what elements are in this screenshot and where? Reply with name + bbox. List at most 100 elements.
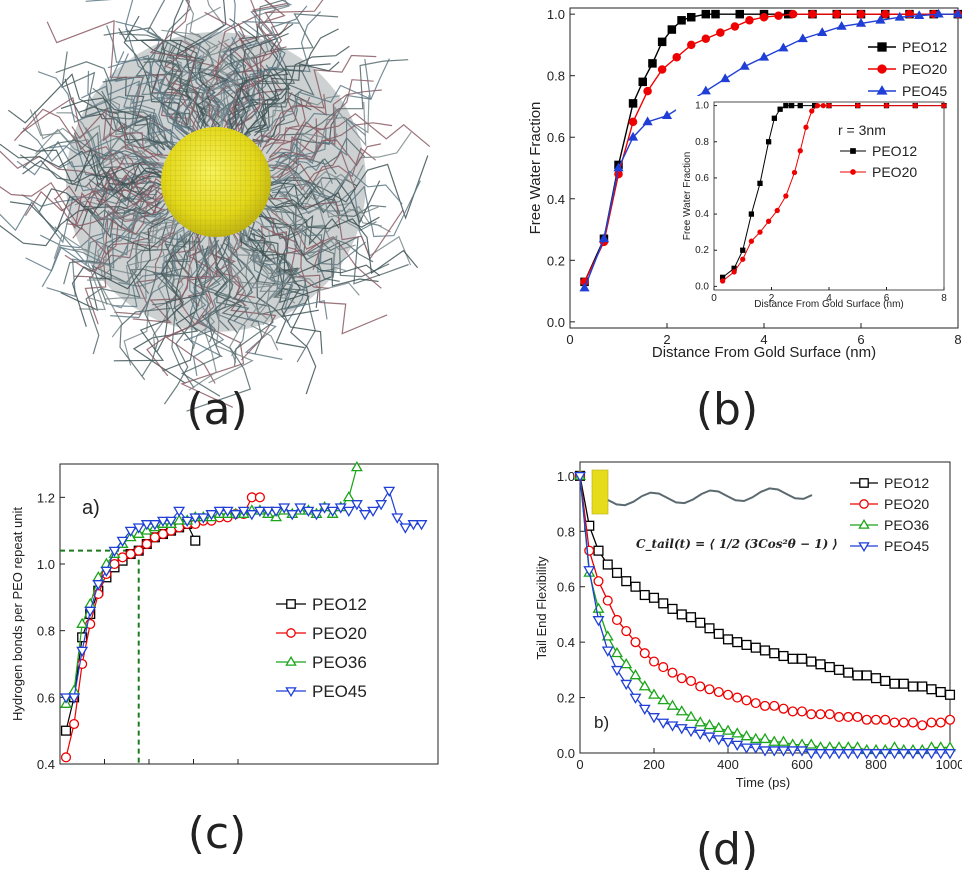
polymer-strand xyxy=(152,233,189,353)
chart-b-inset-point-PEO12-9 xyxy=(788,102,795,109)
polymer-strand xyxy=(110,230,190,319)
polymer-strand xyxy=(217,236,263,355)
chart-b-inset-xtick-label-2: 4 xyxy=(826,293,832,304)
polymer-strand xyxy=(274,204,419,275)
chart-d-point-PEO45-11 xyxy=(675,724,688,735)
chart-c-legend-marker-PEO20 xyxy=(286,628,296,638)
chart-b-point-PEO20-15 xyxy=(808,9,817,19)
polymer-strand xyxy=(163,245,209,405)
panel-a-nanoparticle xyxy=(0,0,431,412)
chart-b-xtick-label-3: 6 xyxy=(857,332,864,347)
chart-b-inset-point-PEO20-18 xyxy=(941,102,947,109)
chart-d-point-PEO45-18 xyxy=(740,743,753,754)
chart-b-point-PEO12-8 xyxy=(677,16,686,25)
chart-d-point-PEO12-13 xyxy=(695,617,706,628)
polymer-strand xyxy=(81,85,174,146)
chart-b-point-PEO45-5 xyxy=(661,110,673,120)
polymer-strand xyxy=(258,213,336,273)
chart-d-point-PEO20-39 xyxy=(935,717,946,728)
chart-b-xtick-label-2: 4 xyxy=(760,332,767,347)
chart-d-molecule-illustration xyxy=(591,469,813,515)
chart-d-point-PEO12-31 xyxy=(861,670,872,681)
chart-b-inset-ytick-label-0: 0.0 xyxy=(695,281,709,292)
chart-c-point-PEO45-3 xyxy=(84,606,97,618)
chart-c: 0.4 0.6 0.8 1.0 1.2 Hydrogen bonds per PEO r… xyxy=(10,460,439,772)
chart-b-inset-legend-label-PEO20: PEO20 xyxy=(872,164,917,180)
chart-d-point-PEO20-20 xyxy=(759,700,771,711)
chart-d-point-PEO20-1 xyxy=(584,545,595,556)
chart-c-series-PEO45-line xyxy=(66,489,422,698)
chart-b-point-PEO12-6 xyxy=(657,37,667,47)
polymer-strand xyxy=(257,211,381,277)
chart-d-point-PEO45-15 xyxy=(712,735,725,746)
chart-d-point-PEO36-4 xyxy=(611,646,623,658)
chart-d-point-PEO20-13 xyxy=(695,681,706,692)
chart-d-point-PEO45-20 xyxy=(759,746,771,757)
chart-d-xlabel: Time (ps) xyxy=(736,775,790,790)
polymer-strand xyxy=(37,71,163,156)
chart-c-legend: PEO12 PEO20 PEO36 PEO45 xyxy=(276,595,367,701)
chart-d-point-PEO20-9 xyxy=(658,662,669,673)
polymer-strand xyxy=(200,38,230,135)
chart-d-point-PEO36-8 xyxy=(648,688,660,699)
chart-b-point-PEO45-10 xyxy=(758,51,770,61)
polymer-strand xyxy=(270,164,364,202)
chart-b-ytick-label-0: 0.0 xyxy=(547,315,565,330)
polymer-strand xyxy=(241,221,309,294)
chart-b-inset-point-PEO20-6 xyxy=(774,207,780,214)
polymer-strand xyxy=(255,58,372,151)
polymer-strand xyxy=(24,189,170,220)
chart-d-xtick-label-2: 400 xyxy=(717,757,739,772)
polymer-strand xyxy=(71,211,182,327)
chart-d-point-PEO20-36 xyxy=(907,717,919,728)
chart-d-point-PEO36-7 xyxy=(638,680,651,691)
chart-d-point-PEO36-3 xyxy=(601,630,614,641)
chart-c-point-PEO45-31 xyxy=(310,510,323,521)
chart-b-inset-legend-marker-PEO12 xyxy=(850,148,856,154)
polymer-strand xyxy=(235,5,308,124)
chart-c-point-PEO45-4 xyxy=(92,580,105,591)
chart-d-point-PEO45-3 xyxy=(601,646,614,657)
chart-b-inset-point-PEO20-11 xyxy=(809,108,815,114)
polymer-strand xyxy=(251,232,320,308)
chart-d-point-PEO36-5 xyxy=(620,657,633,669)
polymer-strand xyxy=(74,146,169,192)
chart-b-inset-point-PEO12-8 xyxy=(783,102,789,109)
chart-b-point-PEO45-2 xyxy=(613,162,624,172)
chart-d-legend-marker-PEO12 xyxy=(859,478,869,488)
chart-d-equation: C_tail(t) = ⟨ 1/2 (3Cos²θ − 1) ⟩ xyxy=(636,537,838,552)
chart-c-ytick-label-4: 1.2 xyxy=(37,490,55,505)
chart-d-point-PEO45-2 xyxy=(592,616,605,627)
chart-c-point-PEO45-25 xyxy=(262,506,274,518)
polymer-strand xyxy=(263,217,325,270)
polymer-strand xyxy=(269,180,421,238)
chart-b-inset-point-PEO12-3 xyxy=(748,211,755,217)
chart-b-point-PEO20-6 xyxy=(672,52,681,62)
chart-d-point-PEO45-37 xyxy=(916,749,929,760)
chart-b-point-PEO20-9 xyxy=(716,28,725,37)
chart-d-point-PEO20-4 xyxy=(611,614,623,626)
chart-d-point-PEO12-16 xyxy=(722,634,734,645)
chart-b-ytick-label-4: 0.8 xyxy=(547,69,565,84)
polymer-strand xyxy=(239,28,339,140)
chart-d-point-PEO12-11 xyxy=(676,609,687,620)
chart-b-point-PEO45-1 xyxy=(598,233,610,243)
chart-d-point-PEO20-19 xyxy=(750,698,761,709)
polymer-strand xyxy=(180,236,231,397)
chart-c-point-PEO45-11 xyxy=(148,520,161,531)
chart-d-point-PEO45-40 xyxy=(944,749,956,760)
polymer-strand xyxy=(210,36,241,121)
chart-b-inset-xtick-label-3: 6 xyxy=(884,293,890,304)
chart-c-point-PEO45-40 xyxy=(383,486,396,498)
chart-d-point-PEO45-26 xyxy=(814,749,827,760)
chart-b-point-PEO45-13 xyxy=(817,27,828,36)
chart-c-point-PEO45-16 xyxy=(189,513,202,524)
polymer-strand xyxy=(275,117,367,166)
polymer-strand xyxy=(216,242,250,322)
chart-d-xtick-label-3: 600 xyxy=(791,757,813,772)
chart-c-point-PEO45-34 xyxy=(334,503,347,514)
chart-b-inset-legend-label-PEO12: PEO12 xyxy=(872,143,917,159)
chart-d-point-PEO12-21 xyxy=(769,648,780,659)
panel-label-c: (c) xyxy=(188,808,247,859)
chart-d-point-PEO20-22 xyxy=(778,703,789,714)
